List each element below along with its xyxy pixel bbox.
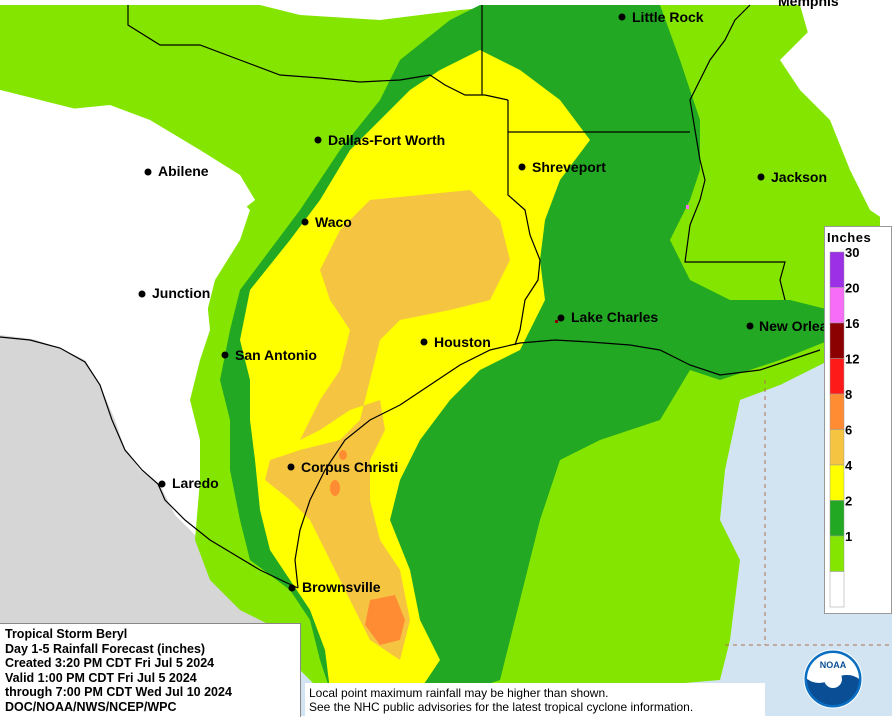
legend-label: 6 [845, 423, 852, 438]
city-dot-shreveport [518, 163, 526, 171]
legend-label: 30 [845, 245, 859, 260]
city-dot-abilene [144, 168, 152, 176]
noaa-logo: NOAA [803, 649, 863, 709]
legend-scale: 30 20 16 12 8 6 4 2 1 [829, 245, 859, 608]
mississippi-river-border [684, 4, 786, 301]
city-label-shreveport: Shreveport [532, 159, 606, 175]
city-dot-lake-charles [557, 314, 565, 322]
disclaimer-box: Local point maximum rainfall may be high… [305, 683, 765, 716]
city-dots [138, 13, 765, 592]
city-dot-houston [420, 338, 428, 346]
city-dot-little-rock [618, 13, 626, 21]
noaa-logo-text: NOAA [820, 660, 847, 670]
info-product: Day 1-5 Rainfall Forecast (inches) [5, 641, 206, 656]
city-dot-laredo [158, 480, 166, 488]
rain-contour-16in [555, 320, 558, 323]
legend-swatch [829, 535, 845, 572]
rio-grande-border [0, 336, 299, 589]
legend-swatch [829, 322, 845, 359]
city-label-houston: Houston [434, 334, 491, 350]
no-rain-northeast [780, 5, 892, 225]
city-dot-waco [301, 218, 309, 226]
legend-swatch [829, 393, 845, 430]
legend-swatch [829, 358, 845, 395]
rain-contour-20in [686, 205, 689, 209]
rainfall-legend: Inches 30 20 16 12 8 6 4 2 1 [824, 226, 892, 614]
city-dot-corpus-christi [287, 463, 295, 471]
legend-swatch [829, 571, 845, 608]
city-label-memphis: Memphis [778, 0, 839, 9]
legend-label: 2 [845, 494, 852, 509]
legend-swatch [829, 287, 845, 324]
city-label-laredo: Laredo [172, 475, 219, 491]
disclaimer-line-2: See the NHC public advisories for the la… [309, 700, 694, 714]
city-label-abilene: Abilene [158, 163, 209, 179]
legend-label: 8 [845, 387, 852, 402]
legend-swatch [829, 500, 845, 537]
rain-contour-8in-coastal [330, 480, 340, 496]
legend-label: 4 [845, 458, 853, 473]
city-label-brownsville: Brownsville [302, 579, 381, 595]
boundaries [0, 4, 821, 589]
forecast-info-box: Tropical Storm Beryl Day 1-5 Rainfall Fo… [0, 623, 301, 717]
info-agency: DOC/NOAA/NWS/NCEP/WPC [5, 699, 177, 714]
texas-coastline [294, 339, 821, 589]
city-dot-brownsville [288, 584, 296, 592]
city-label-corpus-christi: Corpus Christi [301, 459, 398, 475]
texas-louisiana-border [507, 132, 541, 346]
legend-label: 16 [845, 316, 859, 331]
info-valid-end: through 7:00 PM CDT Wed Jul 10 2024 [5, 685, 232, 699]
red-river-border [127, 5, 509, 101]
legend-label: 12 [845, 352, 859, 367]
info-valid-start: Valid 1:00 PM CDT Fri Jul 5 2024 [5, 670, 197, 685]
city-label-san-antonio: San Antonio [235, 347, 317, 363]
legend-label: 1 [845, 529, 852, 544]
rain-contour-8in-bay [339, 450, 347, 460]
city-dot-junction [138, 290, 146, 298]
no-rain-west [0, 90, 255, 440]
rain-contour-6in [265, 190, 510, 660]
city-label-waco: Waco [315, 214, 352, 230]
legend-swatch [829, 429, 845, 466]
city-label-lake-charles: Lake Charles [571, 309, 658, 325]
city-label-dallas-fort-worth: Dallas-Fort Worth [328, 132, 445, 148]
mexico-region [0, 335, 300, 716]
city-label-little-rock: Little Rock [632, 9, 704, 25]
maritime-boundary [725, 380, 892, 646]
city-label-junction: Junction [152, 285, 210, 301]
city-dot-jackson [757, 173, 765, 181]
city-label-new-orleans: New Orleans [759, 318, 844, 334]
city-label-jackson: Jackson [771, 169, 827, 185]
info-storm-name: Tropical Storm Beryl [5, 627, 128, 641]
legend-swatch [829, 464, 845, 501]
legend-swatch [829, 251, 845, 288]
rain-contour-8in-south [365, 595, 405, 645]
legend-title: Inches [827, 230, 872, 245]
city-dot-san-antonio [221, 351, 229, 359]
info-created: Created 3:20 PM CDT Fri Jul 5 2024 [5, 656, 215, 670]
disclaimer-line-1: Local point maximum rainfall may be high… [309, 686, 609, 700]
city-dot-new-orleans [746, 322, 754, 330]
city-dot-dallas-fort-worth [314, 136, 322, 144]
legend-label: 20 [845, 281, 859, 296]
